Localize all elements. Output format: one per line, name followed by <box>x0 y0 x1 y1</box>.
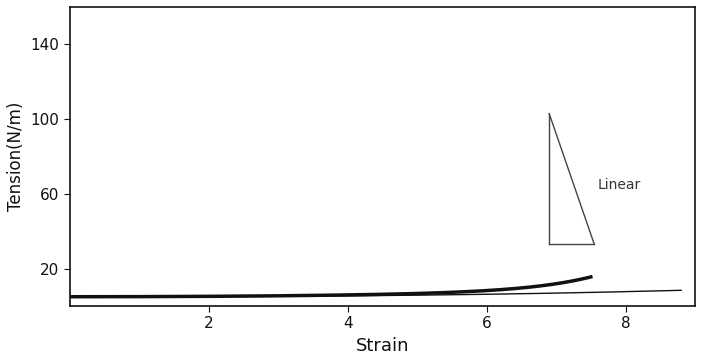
Y-axis label: Tension(N/m): Tension(N/m) <box>7 102 25 211</box>
Text: Linear: Linear <box>598 177 641 191</box>
X-axis label: Strain: Strain <box>356 337 409 355</box>
